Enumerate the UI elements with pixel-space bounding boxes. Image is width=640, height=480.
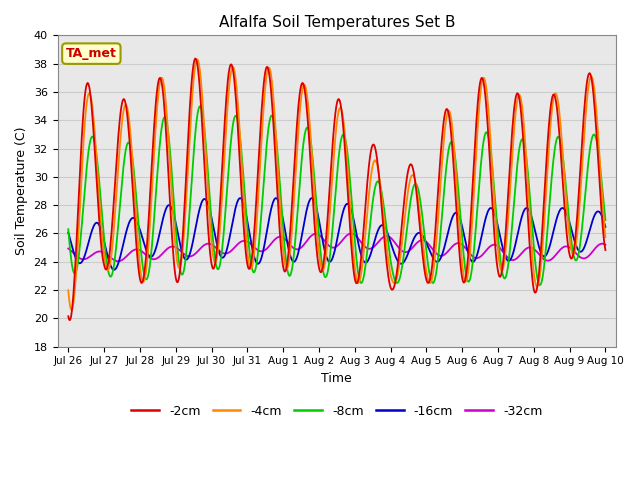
-32cm <box>329 245 337 251</box>
-4cm <box>65 288 72 293</box>
Line: -16cm: -16cm <box>68 198 605 270</box>
Y-axis label: Soil Temperature (C): Soil Temperature (C) <box>15 127 28 255</box>
-2cm <box>554 112 561 118</box>
-16cm <box>382 227 390 232</box>
-8cm <box>182 251 190 257</box>
-4cm <box>67 307 75 312</box>
-16cm <box>206 208 214 214</box>
-2cm <box>602 247 609 253</box>
-2cm <box>66 317 74 323</box>
-8cm <box>536 282 543 288</box>
-32cm <box>183 253 191 259</box>
-16cm <box>183 257 191 263</box>
Title: Alfalfa Soil Temperatures Set B: Alfalfa Soil Temperatures Set B <box>219 15 455 30</box>
-4cm <box>435 203 443 209</box>
Line: -2cm: -2cm <box>68 59 605 320</box>
-8cm <box>206 199 214 205</box>
-32cm <box>554 250 561 255</box>
Line: -32cm: -32cm <box>68 233 605 261</box>
-4cm <box>602 234 609 240</box>
-16cm <box>65 229 72 235</box>
-4cm <box>193 57 201 62</box>
-2cm <box>65 313 72 319</box>
Legend: -2cm, -4cm, -8cm, -16cm, -32cm: -2cm, -4cm, -8cm, -16cm, -32cm <box>127 400 547 423</box>
-32cm <box>435 252 443 258</box>
-8cm <box>602 217 609 223</box>
-8cm <box>329 219 337 225</box>
-8cm <box>381 216 389 222</box>
-16cm <box>308 195 316 201</box>
-2cm <box>207 256 214 262</box>
-4cm <box>330 153 338 158</box>
-8cm <box>196 103 204 109</box>
-4cm <box>207 231 214 237</box>
Line: -8cm: -8cm <box>68 106 605 285</box>
-4cm <box>554 96 561 102</box>
-2cm <box>382 255 390 261</box>
-16cm <box>554 213 561 218</box>
-32cm <box>115 258 122 264</box>
-2cm <box>435 174 443 180</box>
-16cm <box>330 251 338 257</box>
-16cm <box>602 224 609 230</box>
Line: -4cm: -4cm <box>68 60 605 310</box>
-2cm <box>183 157 191 163</box>
-32cm <box>65 246 72 252</box>
-8cm <box>554 134 561 140</box>
-16cm <box>435 258 443 264</box>
-32cm <box>382 233 390 239</box>
-32cm <box>347 230 355 236</box>
-32cm <box>602 242 609 248</box>
-4cm <box>183 185 191 191</box>
-8cm <box>435 253 442 259</box>
-32cm <box>206 241 214 247</box>
Text: TA_met: TA_met <box>66 47 116 60</box>
-16cm <box>110 267 118 273</box>
-2cm <box>191 56 199 61</box>
-8cm <box>65 227 72 232</box>
-4cm <box>382 238 390 244</box>
-2cm <box>330 125 338 131</box>
X-axis label: Time: Time <box>321 372 352 385</box>
